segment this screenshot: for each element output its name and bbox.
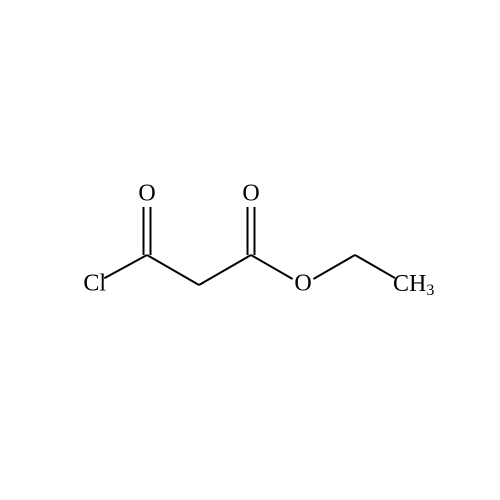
molecule-diagram: Cl O O O CH3 xyxy=(0,0,500,500)
svg-text:CH3: CH3 xyxy=(393,271,434,299)
svg-text:O: O xyxy=(294,271,311,297)
svg-text:O: O xyxy=(138,181,155,207)
svg-text:O: O xyxy=(242,181,259,207)
svg-text:Cl: Cl xyxy=(83,271,106,297)
